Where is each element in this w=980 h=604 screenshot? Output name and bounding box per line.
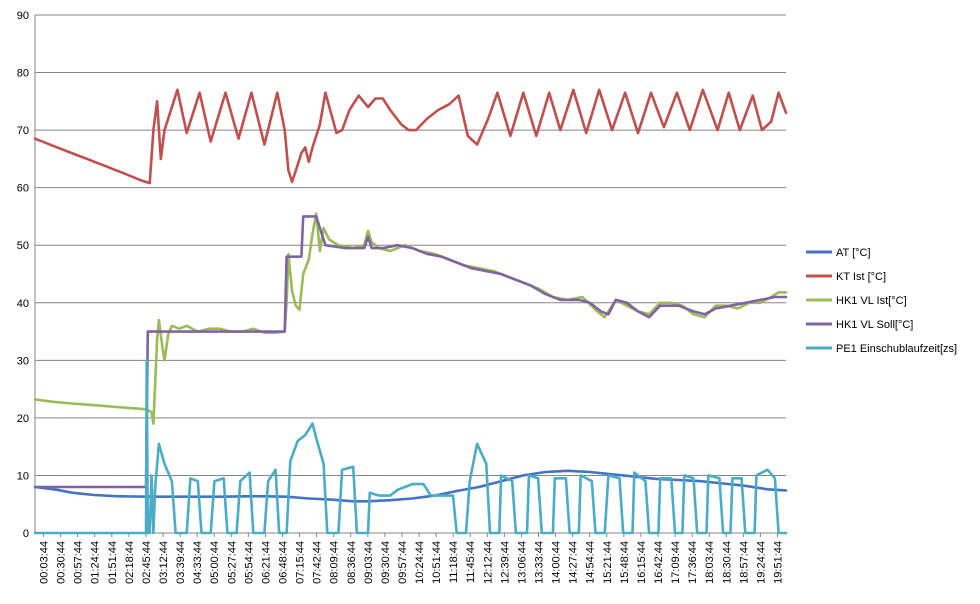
x-tick-label: 10:51:44 — [431, 541, 443, 584]
y-tick-label: 10 — [17, 470, 29, 482]
x-tick-label: 11:18:44 — [448, 541, 460, 583]
x-tick-label: 00:03:44 — [39, 541, 51, 584]
series-line-1 — [33, 88, 788, 185]
y-tick-label: 60 — [17, 183, 29, 195]
x-tick-label: 02:45:44 — [141, 541, 153, 584]
y-tick-label: 90 — [17, 10, 29, 22]
x-tick-label: 06:48:44 — [277, 541, 289, 584]
x-tick-label: 09:57:44 — [397, 541, 409, 584]
x-tick-label: 14:00:44 — [551, 541, 563, 584]
y-tick-label: 40 — [17, 298, 29, 310]
series-line-2 — [33, 212, 788, 425]
x-tick-label: 13:06:44 — [516, 541, 528, 584]
legend: AT [°C] KT Ist [°C] HK1 VL Ist[°C] HK1 VL S… — [806, 247, 957, 355]
series-line-3 — [33, 215, 788, 489]
y-tick-label: 0 — [23, 528, 29, 540]
x-tick-label: 08:09:44 — [329, 541, 341, 584]
x-tick-label: 09:03:44 — [363, 541, 375, 584]
y-tick-label: 70 — [17, 125, 29, 137]
x-tick-label: 12:39:44 — [499, 541, 511, 584]
legend-label: KT Ist [°C] — [836, 271, 886, 283]
series-lines — [33, 88, 788, 535]
x-tick-label: 00:30:44 — [56, 541, 68, 584]
y-tick-label: 80 — [17, 68, 29, 80]
x-tick-label: 16:42:44 — [653, 541, 665, 584]
x-tick-label: 11:45:44 — [465, 541, 477, 583]
x-tick-label: 06:21:44 — [260, 541, 272, 584]
x-tick-label: 19:51:44 — [772, 541, 784, 584]
y-tick-label: 50 — [17, 240, 29, 252]
x-tick-label: 15:21:44 — [602, 541, 614, 584]
x-tick-label: 13:33:44 — [534, 541, 546, 584]
x-tick-label: 18:30:44 — [721, 541, 733, 584]
x-tick-label: 18:03:44 — [704, 541, 716, 584]
x-tick-label: 10:24:44 — [414, 541, 426, 584]
x-tick-label: 12:12:44 — [482, 541, 494, 584]
x-tick-label: 00:57:44 — [73, 541, 85, 584]
series-line-4 — [33, 358, 788, 535]
legend-label: HK1 VL Soll[°C] — [836, 319, 913, 331]
x-tick-label: 07:15:44 — [295, 541, 307, 584]
x-tick-label: 04:33:44 — [192, 541, 204, 584]
x-tick-label: 14:54:44 — [585, 541, 597, 584]
x-tick-label: 01:51:44 — [107, 541, 119, 584]
legend-label: HK1 VL Ist[°C] — [836, 295, 907, 307]
x-tick-label: 14:27:44 — [568, 541, 580, 584]
x-tick-label: 05:27:44 — [226, 541, 238, 584]
x-tick-label: 17:09:44 — [670, 541, 682, 584]
x-tick-label: 17:36:44 — [687, 541, 699, 584]
x-tick-label: 05:00:44 — [209, 541, 221, 584]
x-tick-label: 03:12:44 — [158, 541, 170, 584]
x-tick-label: 18:57:44 — [738, 541, 750, 584]
x-tick-label: 02:18:44 — [124, 541, 136, 584]
y-tick-label: 30 — [17, 355, 29, 367]
x-tick-label: 03:39:44 — [175, 541, 187, 584]
legend-label: AT [°C] — [836, 247, 871, 259]
x-tick-label: 05:54:44 — [243, 541, 255, 584]
legend-label: PE1 Einschublaufzeit[zs] — [836, 343, 957, 355]
x-tick-label: 16:15:44 — [636, 541, 648, 584]
x-tick-label: 08:36:44 — [346, 541, 358, 584]
x-tick-label: 01:24:44 — [90, 541, 102, 584]
axes: 0 10 20 30 40 50 60 70 80 90 00:03:44 00:30:44 00:57… — [17, 10, 786, 584]
x-tick-label: 19:24:44 — [755, 541, 767, 584]
y-tick-label: 20 — [17, 413, 29, 425]
x-tick-label: 09:30:44 — [380, 541, 392, 584]
x-tick-label: 15:48:44 — [619, 541, 631, 584]
x-tick-label: 07:42:44 — [312, 541, 324, 584]
